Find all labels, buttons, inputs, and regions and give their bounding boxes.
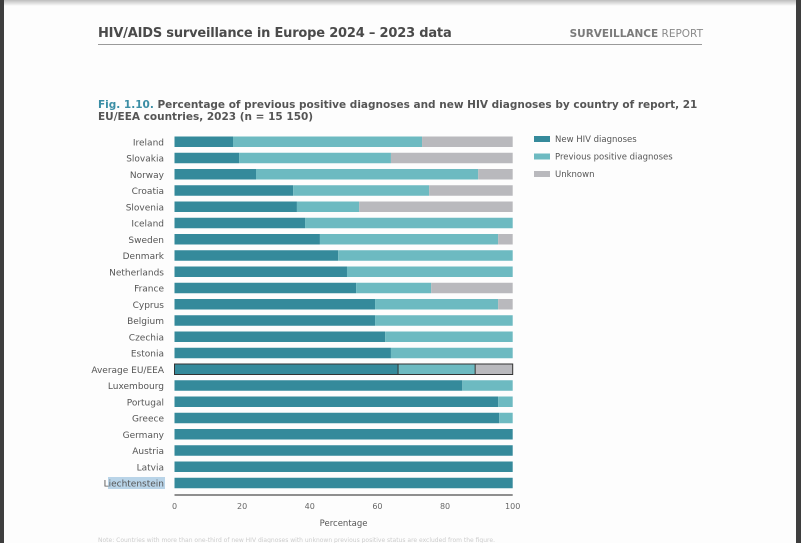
bar-new-hiv-diagnoses-average-eu-eea (174, 364, 399, 375)
report-series-light: REPORT (658, 28, 703, 40)
category-label-luxembourg: Luxembourg (108, 382, 164, 392)
category-label-denmark: Denmark (123, 252, 165, 262)
bar-new-hiv-diagnoses-ireland (174, 136, 234, 147)
average-bar-outline (174, 363, 514, 375)
category-label-germany: Germany (123, 431, 165, 441)
bar-new-hiv-diagnoses-czechia (174, 331, 386, 342)
bar-new-hiv-diagnoses-belgium (174, 315, 376, 326)
header-divider (98, 44, 702, 45)
bar-previous-positive-diagnoses-cyprus (375, 299, 499, 310)
bar-new-hiv-diagnoses-luxembourg (174, 380, 463, 391)
bar-new-hiv-diagnoses-sweden (174, 234, 320, 245)
bar-new-hiv-diagnoses-cyprus (174, 299, 376, 310)
bar-previous-positive-diagnoses-croatia (293, 185, 430, 196)
bar-new-hiv-diagnoses-portugal (174, 396, 499, 407)
x-tick-label-40: 40 (305, 502, 315, 511)
bar-new-hiv-diagnoses-france (174, 282, 357, 294)
bar-previous-positive-diagnoses-slovakia (239, 152, 391, 164)
report-series-label: SURVEILLANCE REPORT (570, 28, 703, 40)
category-label-iceland: Iceland (131, 220, 164, 230)
category-label-belgium: Belgium (127, 317, 164, 327)
category-label-sweden: Sweden (128, 236, 164, 246)
bar-new-hiv-diagnoses-croatia (174, 185, 294, 196)
bar-previous-positive-diagnoses-belgium (375, 315, 513, 326)
legend-swatch-unknown (534, 171, 550, 177)
figure-number: Fig. 1.10. (98, 99, 154, 111)
bar-previous-positive-diagnoses-slovenia (296, 201, 360, 212)
bar-unknown-france (431, 282, 513, 294)
figure-footnote: Note: Countries with more than one-third… (98, 537, 495, 543)
category-label-france: France (134, 285, 164, 295)
category-label-liechtenstein: Liechtenstein (104, 480, 164, 490)
bar-new-hiv-diagnoses-estonia (174, 347, 391, 359)
bar-new-hiv-diagnoses-norway (174, 169, 257, 180)
x-axis-title: Percentage (320, 519, 368, 529)
bar-previous-positive-diagnoses-netherlands (346, 266, 513, 277)
bar-previous-positive-diagnoses-iceland (305, 217, 513, 229)
category-label-netherlands: Netherlands (109, 268, 164, 278)
category-label-greece: Greece (132, 415, 164, 425)
bar-previous-positive-diagnoses-greece (499, 412, 513, 424)
bar-unknown-slovakia (390, 152, 513, 164)
bar-previous-positive-diagnoses-luxembourg (462, 380, 513, 391)
legend-label-new-hiv-diagnoses: New HIV diagnoses (555, 135, 637, 145)
bar-new-hiv-diagnoses-iceland (174, 217, 306, 229)
category-label-latvia: Latvia (137, 463, 164, 473)
x-tick-label-100: 100 (505, 502, 520, 511)
category-label-croatia: Croatia (132, 187, 164, 197)
category-label-cyprus: Cyprus (133, 301, 165, 311)
category-label-slovenia: Slovenia (126, 203, 164, 213)
bar-new-hiv-diagnoses-liechtenstein (174, 477, 513, 489)
bar-new-hiv-diagnoses-netherlands (174, 266, 347, 277)
page-top-shadow (4, 0, 796, 6)
legend-swatch-previous-positive-diagnoses (534, 153, 550, 160)
figure-caption: Fig. 1.10. Percentage of previous positi… (98, 99, 708, 123)
category-label-czechia: Czechia (129, 333, 164, 343)
x-tick-label-20: 20 (237, 502, 247, 511)
legend-label-unknown: Unknown (555, 170, 594, 180)
figure-title: Percentage of previous positive diagnose… (98, 99, 698, 123)
x-tick-label-80: 80 (440, 502, 450, 511)
bar-previous-positive-diagnoses-czechia (385, 331, 513, 342)
category-label-slovakia: Slovakia (126, 155, 164, 165)
bar-new-hiv-diagnoses-austria (174, 445, 513, 456)
category-label-portugal: Portugal (127, 398, 164, 408)
category-label-norway: Norway (130, 171, 165, 181)
report-series-bold: SURVEILLANCE (569, 28, 659, 40)
x-tick-label-60: 60 (372, 502, 382, 511)
category-label-austria: Austria (132, 447, 164, 457)
category-label-estonia: Estonia (131, 350, 164, 360)
bar-unknown-sweden (498, 234, 513, 245)
bar-new-hiv-diagnoses-germany (174, 429, 513, 440)
bar-new-hiv-diagnoses-slovakia (174, 152, 240, 164)
category-label-ireland: Ireland (133, 138, 164, 148)
legend-swatch-new-hiv-diagnoses (534, 136, 550, 142)
x-tick-label-0: 0 (172, 502, 177, 511)
bar-unknown-average-eu-eea (475, 364, 513, 375)
bar-new-hiv-diagnoses-slovenia (174, 201, 297, 212)
bar-previous-positive-diagnoses-denmark (338, 250, 513, 261)
label-selection-highlight (108, 477, 165, 489)
bar-previous-positive-diagnoses-france (356, 282, 432, 294)
report-header-title: HIV/AIDS surveillance in Europe 2024 – 2… (98, 26, 452, 41)
bar-unknown-norway (478, 169, 513, 180)
bar-previous-positive-diagnoses-norway (256, 169, 479, 180)
legend-label-previous-positive-diagnoses: Previous positive diagnoses (555, 153, 673, 163)
category-label-average-eu-eea: Average EU/EEA (91, 366, 164, 376)
bar-previous-positive-diagnoses-portugal (498, 396, 513, 407)
bar-unknown-ireland (422, 136, 513, 147)
bar-previous-positive-diagnoses-estonia (390, 347, 513, 359)
bar-unknown-slovenia (359, 201, 513, 212)
bar-new-hiv-diagnoses-denmark (174, 250, 339, 261)
bar-previous-positive-diagnoses-ireland (233, 136, 423, 147)
bar-new-hiv-diagnoses-latvia (174, 461, 513, 472)
bar-unknown-croatia (429, 185, 513, 196)
bar-unknown-cyprus (498, 299, 513, 310)
bar-previous-positive-diagnoses-sweden (319, 234, 499, 245)
bar-previous-positive-diagnoses-average-eu-eea (398, 364, 476, 375)
bar-new-hiv-diagnoses-greece (174, 412, 500, 424)
